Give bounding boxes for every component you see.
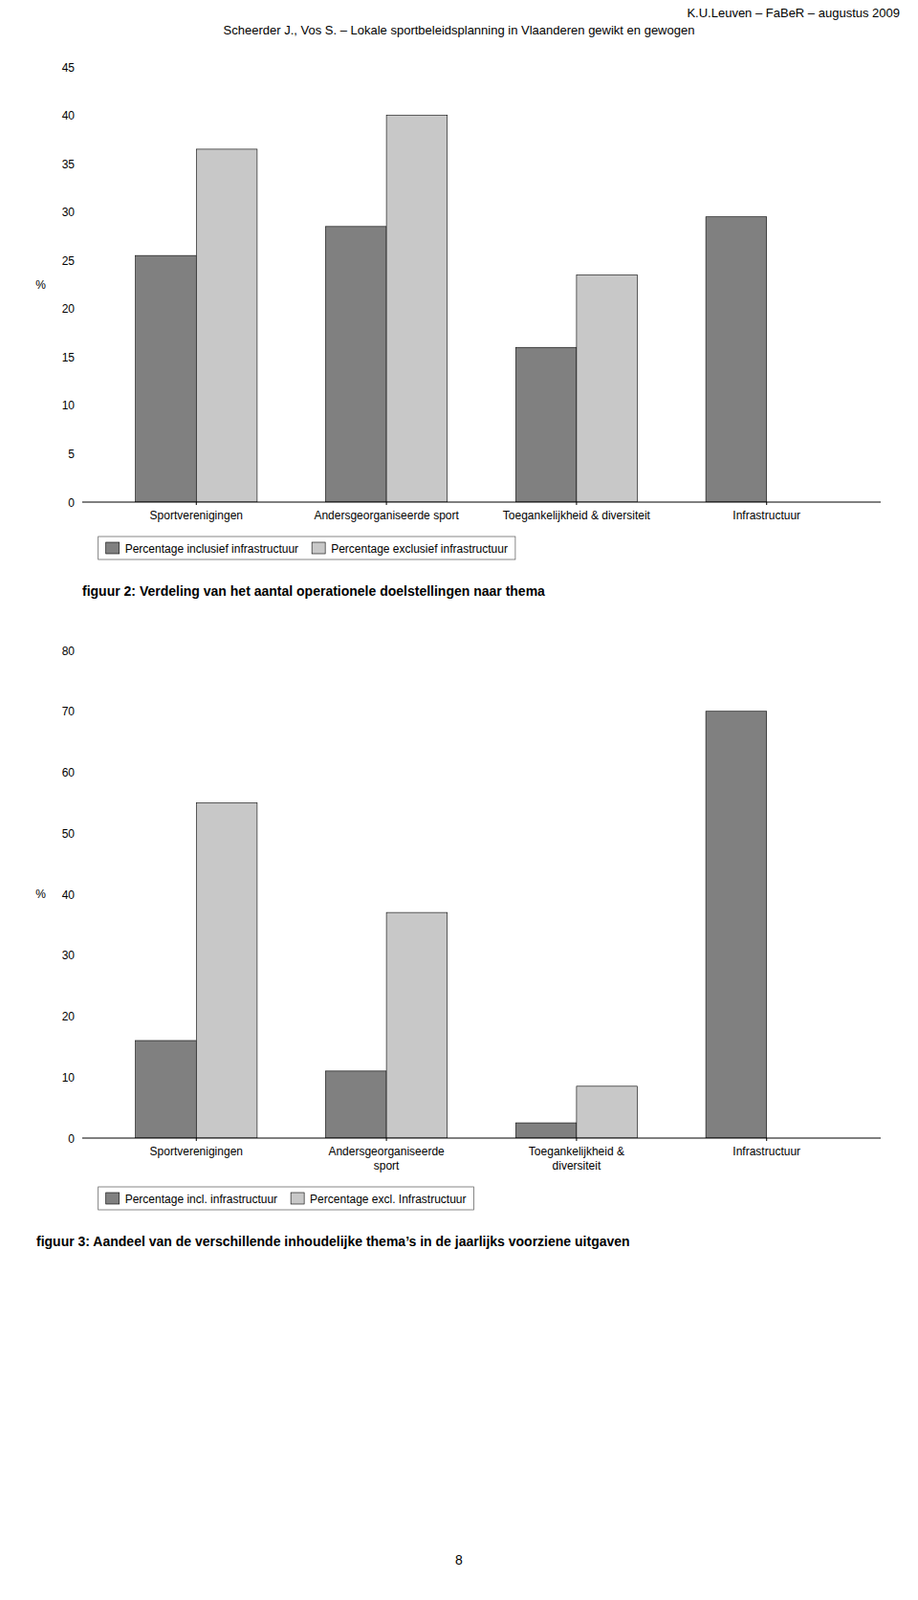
bar: [135, 1040, 197, 1138]
legend-swatch: [311, 542, 326, 554]
chart: 0 5 10 15 20 25 30 35 40 45% Sportverenigingen Ande…: [35, 61, 881, 600]
bar: [515, 1122, 577, 1138]
y-tick-label: 45: [62, 61, 76, 75]
y-tick-label: 40: [62, 888, 76, 902]
y-tick-label: 40: [62, 109, 76, 123]
x-tick-label: Andersgeorganiseerdesport: [327, 1144, 445, 1173]
bar: [515, 347, 577, 503]
page: K.U.Leuven – FaBeR – augustus 2009Scheer…: [0, 0, 918, 1600]
x-tick-label: Andersgeorganiseerde sport: [313, 508, 459, 523]
y-tick-label: 0: [67, 496, 75, 510]
legend-label: Percentage incl. infrastructuur: [125, 1192, 278, 1206]
y-axis-label: %: [35, 887, 46, 901]
y-tick-label: 30: [62, 948, 76, 962]
header-line: Scheerder J., Vos S. – Lokale sportbelei…: [223, 22, 696, 38]
x-tick: [386, 502, 388, 505]
legend-frame: [98, 1186, 475, 1210]
x-tick-label: Sportverenigingen: [150, 1144, 243, 1159]
bars: [135, 711, 767, 1138]
y-tick-label: 10: [62, 1071, 76, 1085]
bar: [325, 1071, 387, 1138]
bar: [196, 149, 258, 503]
x-tick: [765, 1137, 767, 1141]
x-tick-label: Toegankelijkheid & diversiteit: [502, 508, 652, 523]
x-tick: [196, 502, 197, 505]
bars: [135, 115, 767, 503]
bar: [135, 255, 197, 503]
x-tick: [575, 502, 577, 505]
legend: Percentage incl. infrastructuur Percentag…: [98, 1186, 475, 1210]
y-tick-label: 20: [62, 1009, 76, 1024]
bar: [576, 274, 638, 503]
bar: [325, 226, 387, 503]
legend-label: Percentage exclusief infrastructuur: [330, 542, 508, 556]
x-tick-label: Sportverenigingen: [150, 508, 243, 523]
x-tick: [196, 1137, 197, 1141]
background: [0, 0, 918, 1600]
y-tick-label: 30: [62, 205, 76, 219]
bar: [386, 912, 448, 1138]
y-tick-label: 50: [62, 827, 76, 841]
x-tick-label: Infrastructuur: [732, 1144, 801, 1159]
y-tick-label: 80: [62, 644, 76, 658]
chart-title: figuur 2: Verdeling van het aantal opera…: [82, 583, 546, 599]
header-line: K.U.Leuven – FaBeR – augustus 2009: [686, 5, 900, 21]
legend-swatch: [106, 1192, 120, 1204]
y-tick-label: 60: [62, 765, 76, 780]
chart-title: figuur 3: Aandeel van de verschillende i…: [36, 1233, 631, 1249]
x-tick: [765, 502, 767, 505]
x-axis-line: [82, 502, 881, 503]
y-tick-label: 20: [62, 302, 76, 316]
bar: [196, 802, 258, 1138]
y-tick-label: 5: [67, 447, 75, 461]
y-tick-label: 0: [67, 1132, 75, 1146]
y-tick-label: 15: [62, 350, 76, 365]
bar: [705, 711, 767, 1138]
y-tick-label: 35: [62, 157, 76, 172]
y-tick-label: 25: [62, 254, 76, 268]
x-tick-label: Toegankelijkheid &diversiteit: [528, 1144, 625, 1173]
legend-frame: [98, 536, 516, 560]
y-axis-label: %: [35, 278, 46, 292]
legend: Percentage inclusief infrastructuur Perce…: [98, 536, 516, 560]
x-tick: [575, 1137, 577, 1141]
legend-label: Percentage excl. Infrastructuur: [309, 1192, 466, 1206]
bar: [705, 217, 767, 503]
x-tick-label: Infrastructuur: [732, 508, 801, 523]
x-axis-line: [82, 1137, 881, 1139]
chart: 0 10 20 30 40 50 60 70 80% Sportverenigingen Ander…: [35, 644, 881, 1250]
legend-label: Percentage inclusief infrastructuur: [125, 542, 299, 556]
bar: [576, 1086, 638, 1138]
page-number: 8: [455, 1551, 463, 1568]
y-tick-label: 10: [62, 398, 76, 413]
legend-swatch: [290, 1192, 305, 1204]
legend-swatch: [106, 542, 120, 554]
y-tick-label: 70: [62, 704, 76, 719]
x-tick: [386, 1137, 388, 1141]
bar: [386, 115, 448, 503]
